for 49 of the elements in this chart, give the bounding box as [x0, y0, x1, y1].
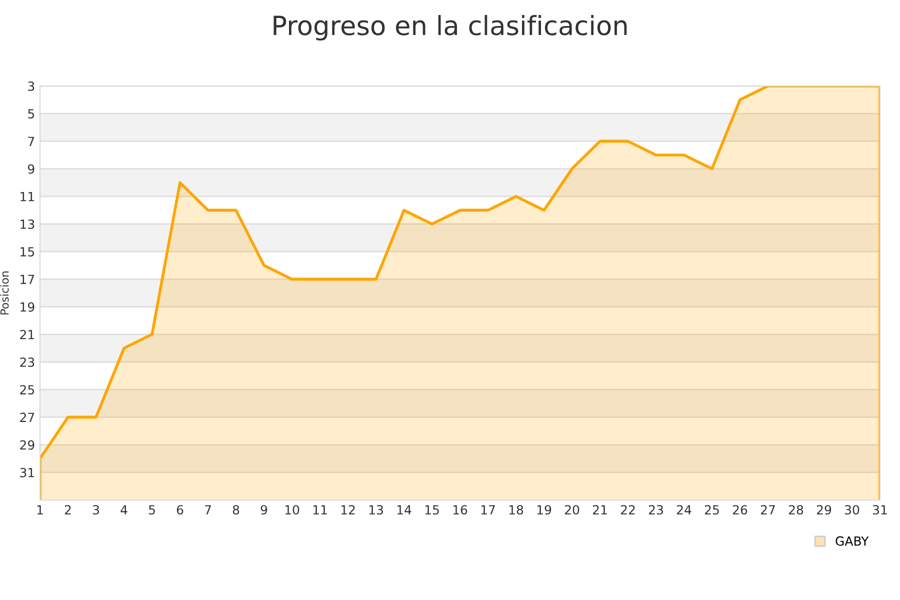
x-tick-label: 27: [760, 505, 775, 514]
y-tick-label: 23: [20, 357, 34, 367]
x-tick-label: 15: [425, 505, 439, 515]
x-tick-label: 7: [205, 505, 211, 514]
y-tick-label: 17: [20, 274, 34, 284]
y-tick-label: 27: [20, 412, 34, 422]
x-tick-label: 23: [648, 505, 663, 515]
x-tick-label: 24: [676, 505, 692, 514]
y-tick-label: 29: [20, 440, 34, 450]
x-tick-label: 9: [260, 505, 268, 515]
x-tick-label: 22: [620, 505, 635, 514]
x-tick-label: 1: [37, 505, 43, 514]
x-tick-label: 8: [232, 505, 240, 515]
y-tick-label: 15: [20, 247, 34, 257]
x-tick-label: 16: [453, 505, 468, 515]
x-tick-label: 28: [788, 505, 804, 515]
x-tick-label: 21: [592, 505, 607, 514]
x-tick-label: 17: [481, 505, 495, 514]
x-tick-label: 26: [732, 505, 748, 515]
y-tick-label: 3: [28, 81, 34, 91]
y-tick-label: 9: [28, 164, 34, 174]
x-tick-label: 4: [120, 505, 128, 514]
y-tick-label: 13: [20, 219, 34, 229]
x-tick-label: 29: [816, 505, 832, 515]
legend-label: GABY: [836, 536, 869, 546]
chart-title: Progreso en la clasificacion: [274, 15, 627, 41]
x-tick-label: 20: [564, 505, 580, 515]
x-tick-label: 10: [285, 505, 300, 515]
x-tick-label: 31: [873, 505, 887, 515]
y-tick-label: 19: [20, 302, 34, 312]
x-tick-label: 25: [704, 505, 719, 515]
x-tick-label: 2: [64, 505, 71, 514]
y-tick-label: 31: [20, 468, 34, 478]
x-tick-label: 12: [341, 505, 355, 514]
x-tick-label: 19: [537, 505, 552, 515]
y-tick-label: 11: [20, 192, 34, 202]
y-tick-label: 7: [28, 136, 34, 146]
y-tick-label: 21: [20, 330, 34, 340]
y-tick-label: 5: [28, 109, 34, 119]
y-axis-title: Posicion: [0, 271, 9, 314]
x-tick-label: 18: [509, 505, 524, 515]
x-tick-label: 13: [369, 505, 383, 515]
x-tick-label: 14: [397, 505, 412, 514]
x-tick-label: 30: [845, 505, 860, 515]
y-tick-label: 25: [20, 385, 34, 395]
x-tick-label: 11: [313, 505, 327, 514]
x-tick-label: 6: [176, 505, 184, 515]
x-tick-label: 3: [92, 505, 99, 515]
x-tick-label: 5: [148, 505, 155, 515]
